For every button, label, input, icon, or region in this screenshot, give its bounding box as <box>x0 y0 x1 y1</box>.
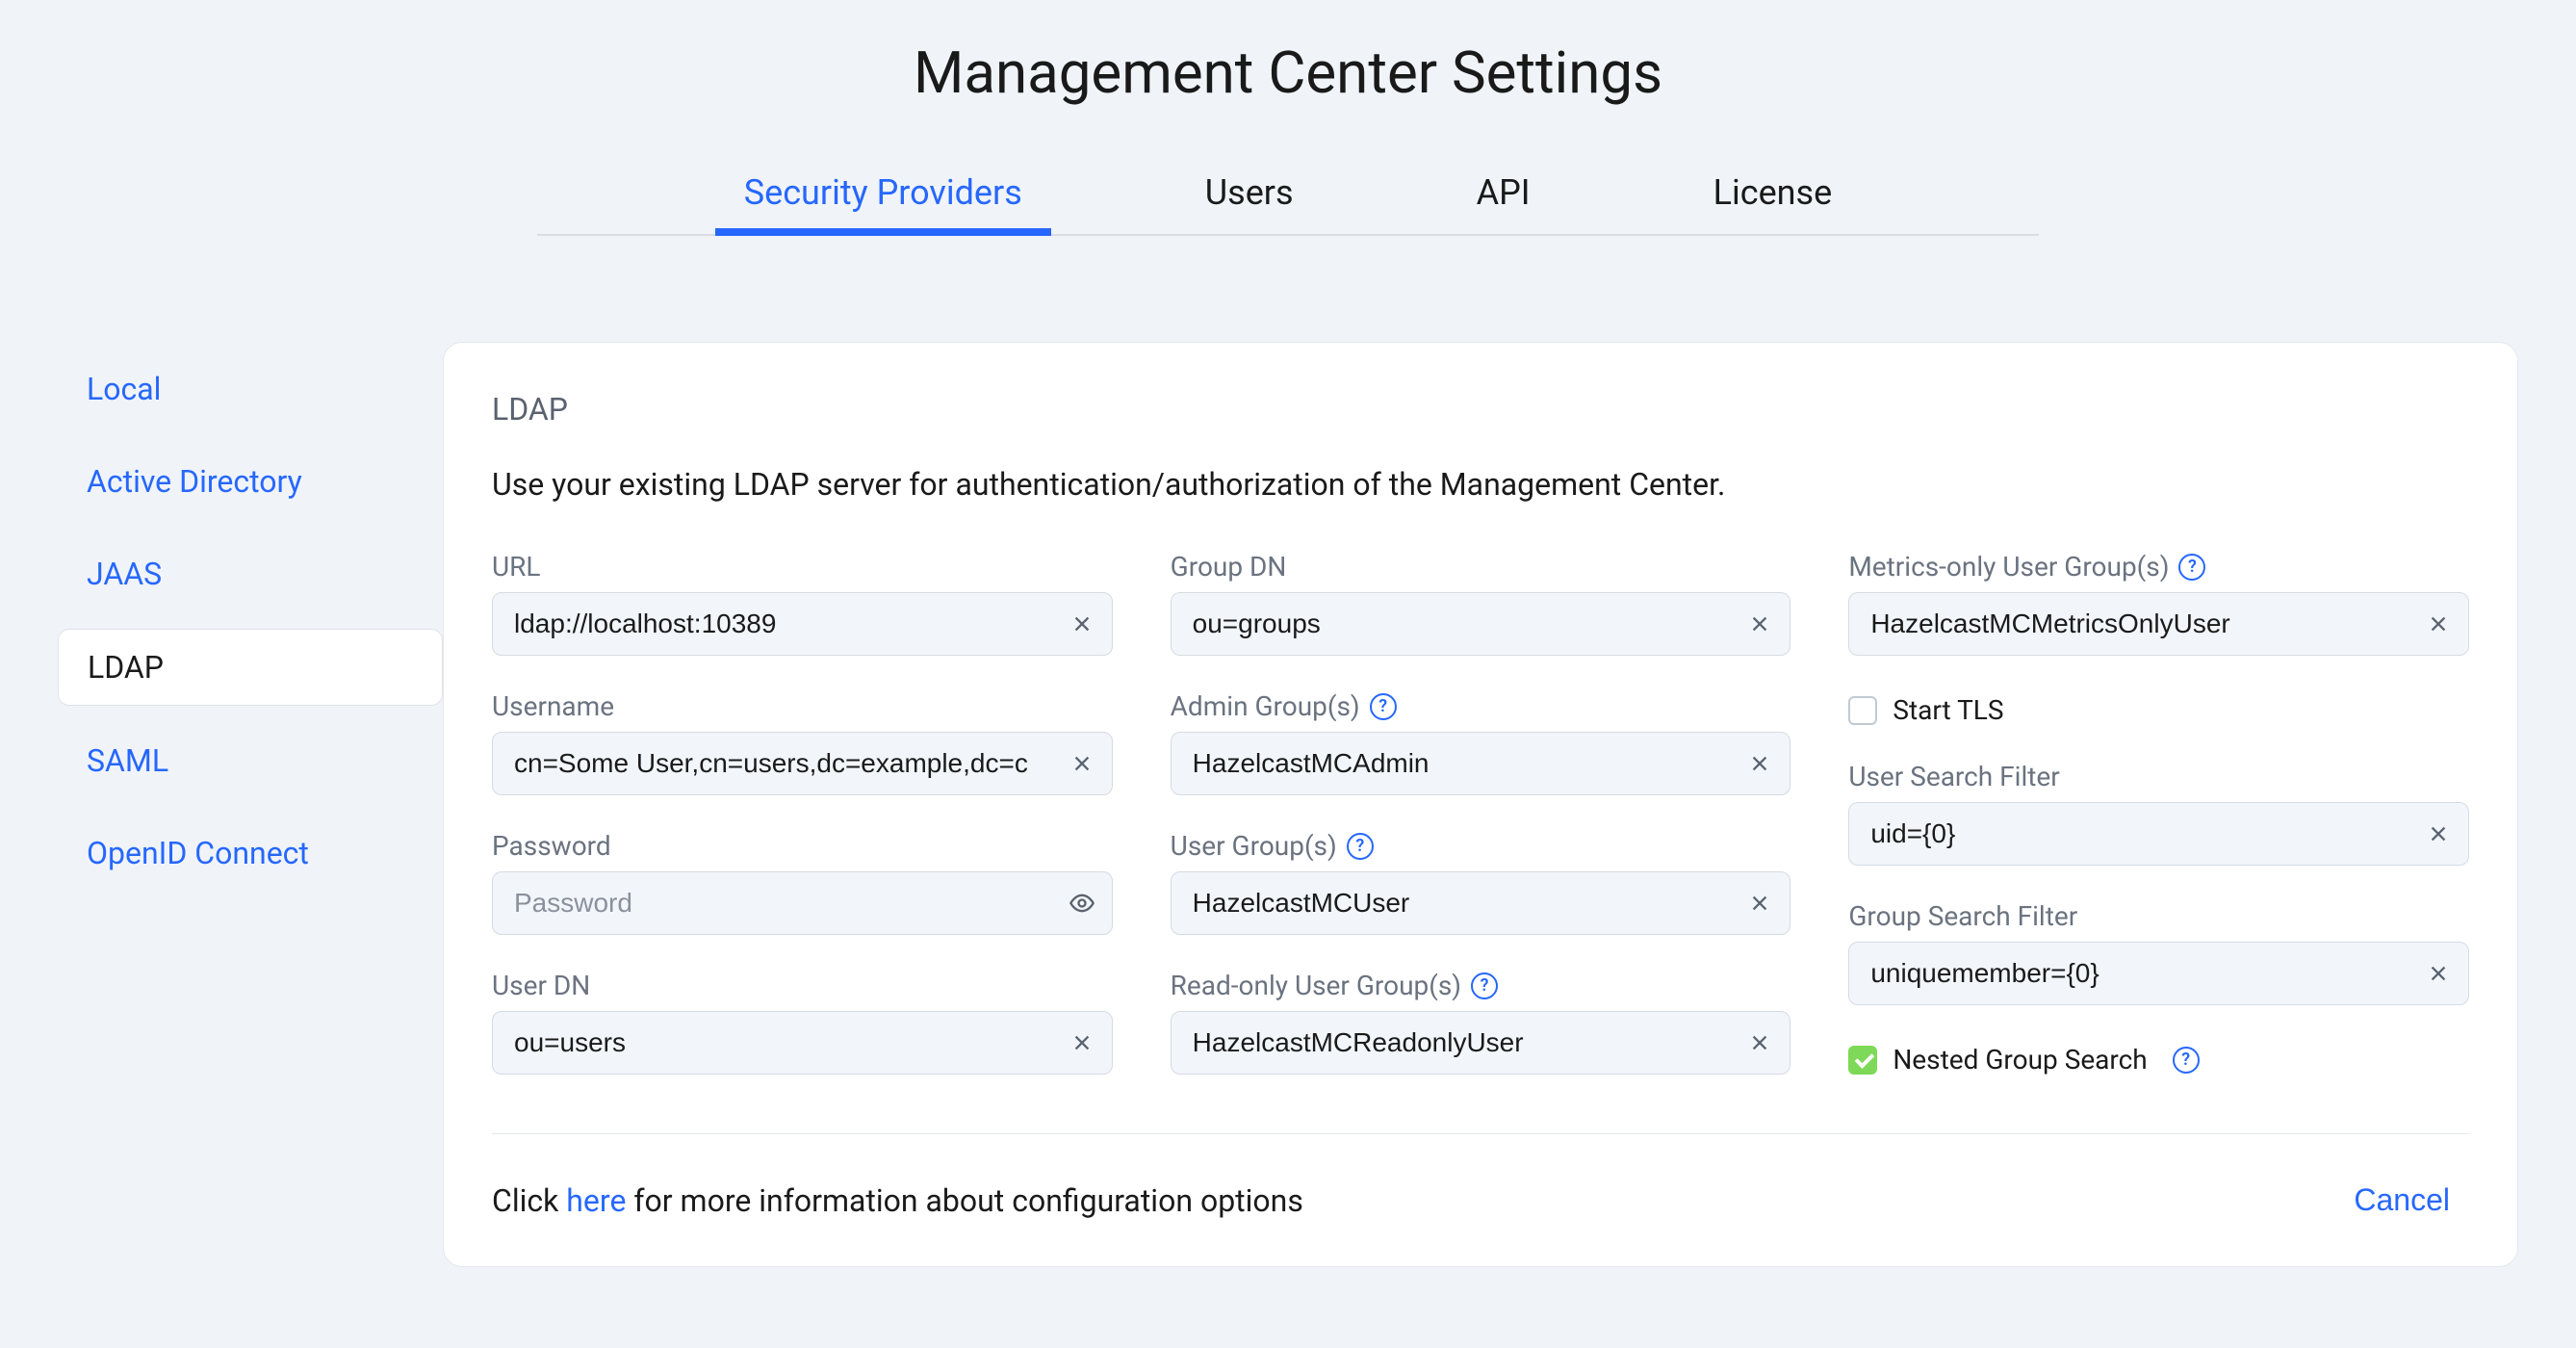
help-icon[interactable]: ? <box>2178 554 2205 581</box>
label-admin-groups: Admin Group(s) ? <box>1171 690 1791 722</box>
tab-users[interactable]: Users <box>1176 155 1323 234</box>
label-user-search-filter: User Search Filter <box>1848 761 2469 792</box>
field-nested-group-search: Nested Group Search ? <box>1848 1044 2469 1076</box>
label-user-groups-text: User Group(s) <box>1171 830 1337 862</box>
label-group-search-filter: Group Search Filter <box>1848 900 2469 932</box>
form-column-3: Metrics-only User Group(s) ? Start TL <box>1848 551 2469 1076</box>
footer-suffix: for more information about configuration… <box>626 1182 1302 1219</box>
sidebar-item-ldap[interactable]: LDAP <box>58 629 443 706</box>
field-user-dn: User DN <box>492 970 1113 1075</box>
sidebar-item-saml[interactable]: SAML <box>58 723 443 798</box>
form-column-2: Group DN Admin Group(s) ? <box>1171 551 1791 1076</box>
input-group-search-filter[interactable] <box>1848 942 2469 1005</box>
clear-icon[interactable] <box>1746 1029 1773 1056</box>
input-user-search-filter[interactable] <box>1848 802 2469 866</box>
label-url: URL <box>492 551 1113 583</box>
field-admin-groups: Admin Group(s) ? <box>1171 690 1791 795</box>
panel-footer: Click here for more information about co… <box>492 1173 2469 1228</box>
clear-icon[interactable] <box>1069 610 1095 637</box>
label-username: Username <box>492 690 1113 722</box>
input-admin-groups[interactable] <box>1171 732 1791 795</box>
help-icon[interactable]: ? <box>1471 972 1498 999</box>
tab-security-providers[interactable]: Security Providers <box>715 155 1051 234</box>
panel-description: Use your existing LDAP server for authen… <box>492 466 2469 503</box>
sidebar-item-openid[interactable]: OpenID Connect <box>58 816 443 891</box>
clear-icon[interactable] <box>2425 610 2452 637</box>
input-user-groups[interactable] <box>1171 871 1791 935</box>
label-readonly-groups-text: Read-only User Group(s) <box>1171 970 1461 1001</box>
clear-icon[interactable] <box>1069 1029 1095 1056</box>
sidebar-item-jaas[interactable]: JAAS <box>58 536 443 611</box>
field-group-dn: Group DN <box>1171 551 1791 656</box>
sidebar-item-local[interactable]: Local <box>58 351 443 427</box>
tab-api[interactable]: API <box>1448 155 1559 234</box>
help-icon[interactable]: ? <box>2173 1047 2200 1074</box>
input-user-dn[interactable] <box>492 1011 1113 1075</box>
footer-text: Click here for more information about co… <box>492 1182 1303 1219</box>
clear-icon[interactable] <box>1746 750 1773 777</box>
cancel-button[interactable]: Cancel <box>2334 1173 2469 1228</box>
tabs: Security Providers Users API License <box>537 155 2039 236</box>
field-metrics-groups: Metrics-only User Group(s) ? <box>1848 551 2469 656</box>
label-metrics-groups: Metrics-only User Group(s) ? <box>1848 551 2469 583</box>
field-user-search-filter: User Search Filter <box>1848 761 2469 866</box>
field-start-tls: Start TLS <box>1848 694 2469 726</box>
label-metrics-groups-text: Metrics-only User Group(s) <box>1848 551 2169 583</box>
input-group-dn[interactable] <box>1171 592 1791 656</box>
footer-link[interactable]: here <box>566 1182 626 1219</box>
field-group-search-filter: Group Search Filter <box>1848 900 2469 1005</box>
input-readonly-groups[interactable] <box>1171 1011 1791 1075</box>
tab-license[interactable]: License <box>1685 155 1862 234</box>
input-url[interactable] <box>492 592 1113 656</box>
toggle-visibility-icon[interactable] <box>1069 890 1095 917</box>
checkbox-start-tls[interactable] <box>1848 696 1877 725</box>
page-title: Management Center Settings <box>0 39 2576 107</box>
clear-icon[interactable] <box>1746 610 1773 637</box>
label-group-dn: Group DN <box>1171 551 1791 583</box>
field-user-groups: User Group(s) ? <box>1171 830 1791 935</box>
field-readonly-groups: Read-only User Group(s) ? <box>1171 970 1791 1075</box>
help-icon[interactable]: ? <box>1347 833 1374 860</box>
label-admin-groups-text: Admin Group(s) <box>1171 690 1360 722</box>
panel-title: LDAP <box>492 391 2469 428</box>
label-user-groups: User Group(s) ? <box>1171 830 1791 862</box>
clear-icon[interactable] <box>2425 960 2452 987</box>
footer-prefix: Click <box>492 1182 566 1219</box>
input-password[interactable] <box>492 871 1113 935</box>
clear-icon[interactable] <box>2425 820 2452 847</box>
field-password: Password <box>492 830 1113 935</box>
help-icon[interactable]: ? <box>1370 693 1397 720</box>
input-metrics-groups[interactable] <box>1848 592 2469 656</box>
input-username[interactable] <box>492 732 1113 795</box>
divider <box>492 1133 2469 1134</box>
form-column-1: URL Username <box>492 551 1113 1076</box>
clear-icon[interactable] <box>1069 750 1095 777</box>
label-password: Password <box>492 830 1113 862</box>
field-username: Username <box>492 690 1113 795</box>
sidebar: Local Active Directory JAAS LDAP SAML Op… <box>58 342 443 1267</box>
label-start-tls: Start TLS <box>1893 694 2003 726</box>
checkbox-nested-group-search[interactable] <box>1848 1046 1877 1075</box>
settings-panel: LDAP Use your existing LDAP server for a… <box>443 342 2518 1267</box>
label-readonly-groups: Read-only User Group(s) ? <box>1171 970 1791 1001</box>
label-nested-group-search: Nested Group Search <box>1893 1044 2147 1076</box>
sidebar-item-active-directory[interactable]: Active Directory <box>58 444 443 519</box>
label-user-dn: User DN <box>492 970 1113 1001</box>
field-url: URL <box>492 551 1113 656</box>
clear-icon[interactable] <box>1746 890 1773 917</box>
